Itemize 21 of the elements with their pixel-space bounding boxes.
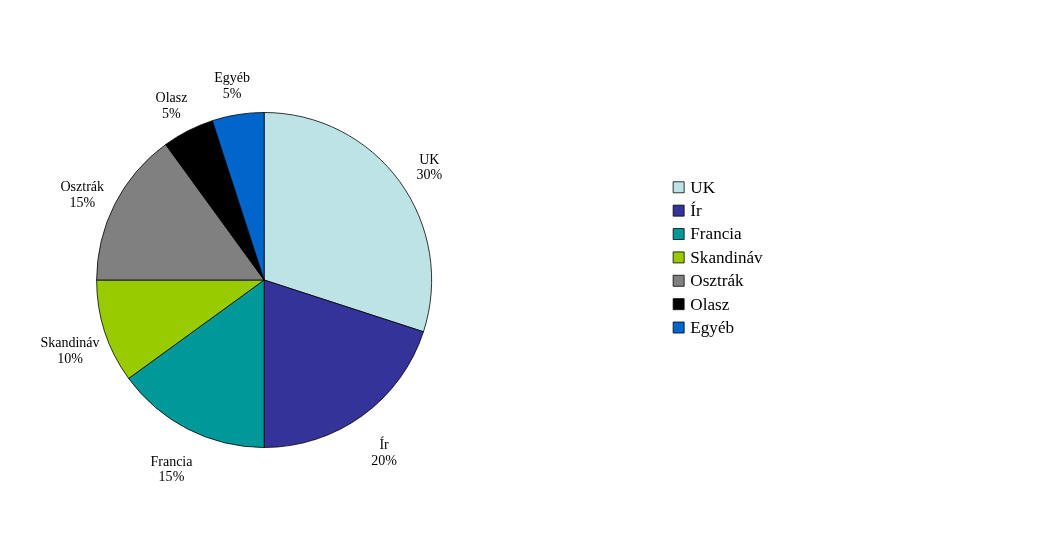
data-label: 15% (69, 194, 96, 210)
data-label: 30% (416, 167, 443, 183)
data-label: 15% (158, 469, 185, 485)
slice-label: Egyéb (214, 70, 251, 86)
slice-label: UK (419, 151, 440, 167)
legend-label: Egyéb (690, 317, 735, 337)
data-label: 10% (57, 350, 84, 366)
slice-label: Ír (379, 436, 390, 453)
legend-label: UK (690, 177, 716, 197)
slice-label: Skandináv (40, 334, 101, 350)
slice-label: Olasz (155, 90, 188, 105)
data-label: 20% (371, 452, 398, 468)
legend-label: Skandináv (690, 247, 764, 267)
legend-label: Osztrák (690, 271, 745, 291)
legend-label: Olasz (690, 294, 730, 314)
data-label: 5% (222, 85, 242, 101)
slice-label: Osztrák (60, 179, 106, 195)
legend-label: Ír (690, 201, 703, 221)
data-label: 5% (162, 105, 182, 121)
legend-label: Francia (690, 224, 743, 244)
slice-label: Francia (150, 453, 194, 469)
